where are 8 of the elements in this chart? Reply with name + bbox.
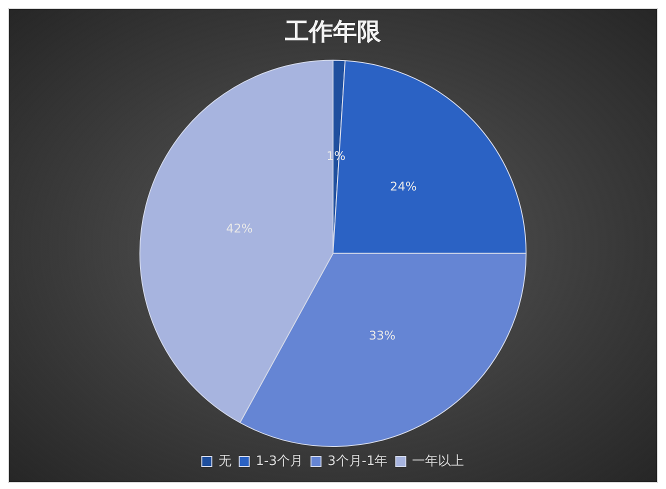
data-label: 42%	[226, 222, 253, 236]
legend-label: 3个月-1年	[328, 454, 388, 469]
legend-label: 一年以上	[412, 454, 464, 469]
chart-title: 工作年限	[284, 18, 382, 46]
data-label: 33%	[368, 328, 396, 343]
legend-label: 1-3个月	[256, 454, 303, 469]
legend-label: 无	[218, 454, 232, 469]
data-label: 24%	[390, 179, 417, 194]
